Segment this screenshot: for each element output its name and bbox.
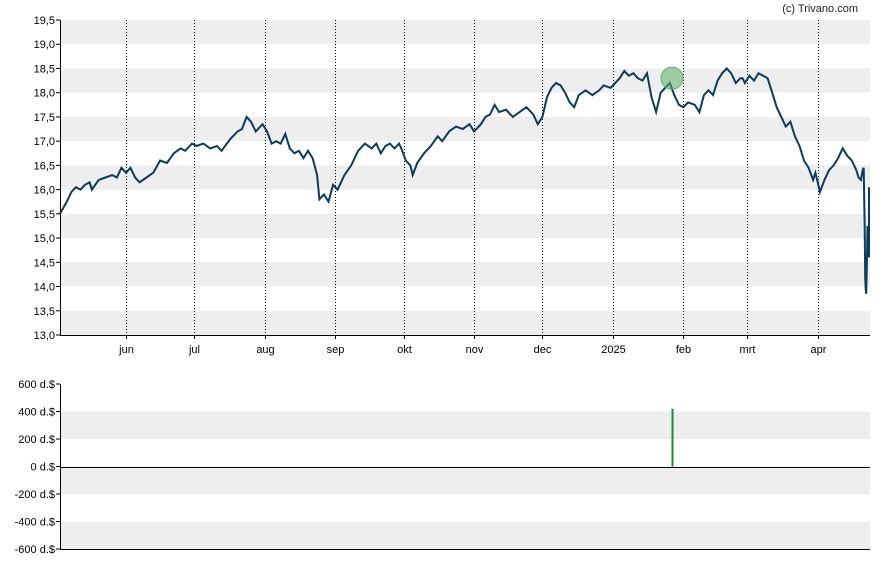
highlight-marker <box>660 66 684 90</box>
volume-tick-label: -200 d.$ <box>15 489 55 501</box>
y-tick-label: 15,0 <box>34 233 55 245</box>
y-tick-label: 18,0 <box>34 88 55 100</box>
volume-tick-label: -600 d.$ <box>15 544 55 556</box>
volume-bands <box>60 411 870 549</box>
y-tick-label: 19,0 <box>34 39 55 51</box>
y-tick-label: 17,0 <box>34 136 55 148</box>
x-tick-label: okt <box>397 344 412 356</box>
x-tick-label: 2025 <box>601 344 625 356</box>
y-tick-label: 17,5 <box>34 112 55 124</box>
y-tick-label: 19,5 <box>34 15 55 27</box>
volume-band <box>60 521 870 549</box>
y-tick-label: 18,5 <box>34 63 55 75</box>
x-tick-label: apr <box>811 344 827 356</box>
price-band <box>60 310 870 335</box>
x-tick-label: jul <box>188 344 200 356</box>
price-band <box>60 68 870 93</box>
y-tick-label: 14,0 <box>34 282 55 294</box>
x-tick-label: aug <box>256 344 274 356</box>
volume-tick-label: 200 d.$ <box>18 434 55 446</box>
price-band <box>60 20 870 45</box>
x-tick-label: dec <box>534 344 552 356</box>
volume-y-ticks: -600 d.$ -400 d.$ -200 d.$ 0 d.$ 200 d.$ 400 … <box>15 379 60 556</box>
x-tick-label: sep <box>327 344 345 356</box>
price-band <box>60 165 870 190</box>
volume-tick-label: 400 d.$ <box>18 407 55 419</box>
y-tick-label: 14,5 <box>34 257 55 269</box>
volume-tick-label: 600 d.$ <box>18 379 55 391</box>
price-band <box>60 262 870 287</box>
volume-tick-label: -400 d.$ <box>15 517 55 529</box>
x-tick-label: nov <box>466 344 484 356</box>
volume-band <box>60 411 870 439</box>
y-tick-label: 16,0 <box>34 185 55 197</box>
y-tick-label: 13,0 <box>34 330 55 342</box>
y-tick-label: 15,5 <box>34 209 55 221</box>
x-tick-label: feb <box>676 344 691 356</box>
y-tick-label: 13,5 <box>34 306 55 318</box>
volume-tick-label: 0 d.$ <box>31 462 55 474</box>
price-band <box>60 213 870 239</box>
credit-text: (c) Trivano.com <box>782 3 858 15</box>
price-band <box>60 116 870 142</box>
y-tick-label: 16,5 <box>34 160 55 172</box>
price-y-ticks: 13,0 13,5 14,0 14,5 15,0 15,5 16,0 16,5 17,0 17,5… <box>34 15 60 342</box>
volume-band <box>60 466 870 494</box>
month-x-ticks: jun jul aug sep okt nov dec 2025 feb mrt apr <box>118 335 827 356</box>
x-tick-label: mrt <box>740 344 756 356</box>
x-tick-label: jun <box>118 344 134 356</box>
price-line <box>59 67 870 294</box>
price-bands <box>60 20 870 335</box>
